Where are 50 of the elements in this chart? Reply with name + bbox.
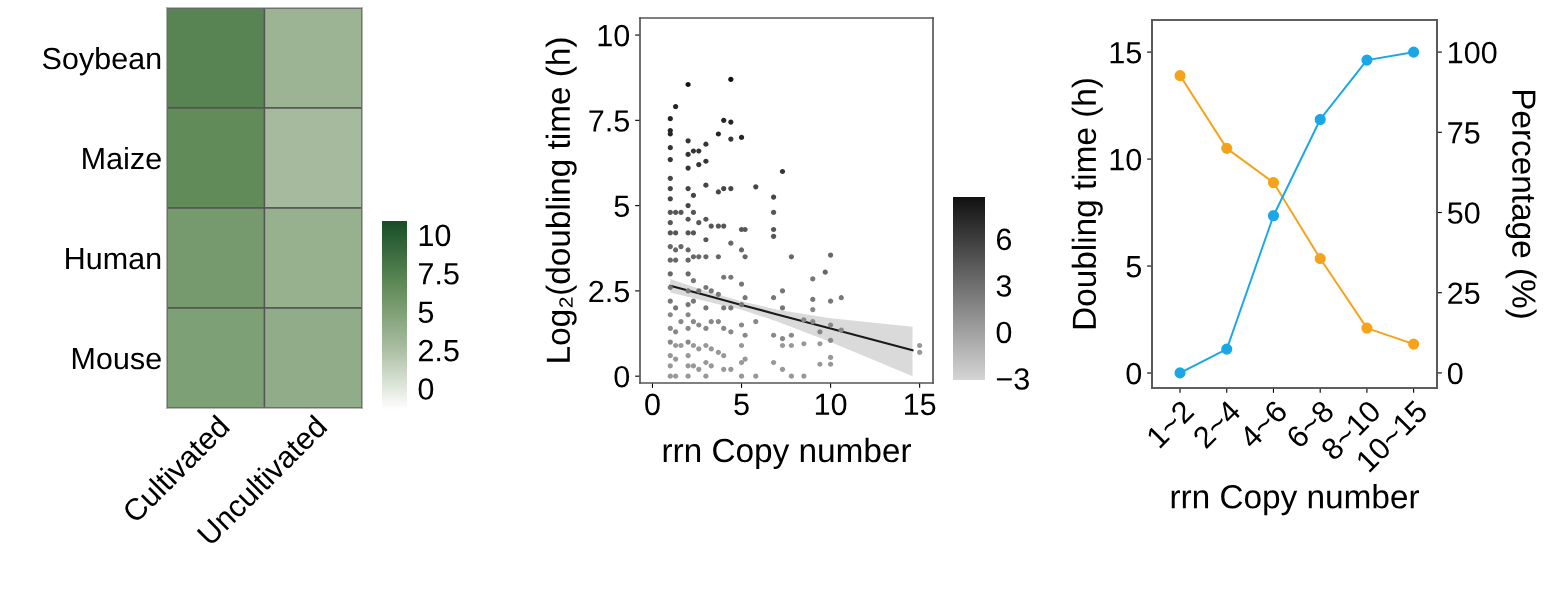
point xyxy=(1221,142,1233,154)
y-tick-label: Mouse xyxy=(72,348,161,370)
x-tick-label: 0 xyxy=(645,393,660,416)
y-tick-label: 0 xyxy=(614,365,630,388)
point xyxy=(1361,54,1373,66)
x-tick-label: 5 xyxy=(734,393,749,416)
point xyxy=(1361,322,1373,334)
point xyxy=(1174,70,1186,82)
point xyxy=(1408,338,1420,350)
y2-tick-label: 50 xyxy=(1447,202,1480,224)
color-bar-label: 0 xyxy=(418,378,434,400)
color-bar-label: 7.5 xyxy=(418,263,459,285)
y-tick-label: 7.5 xyxy=(589,110,629,132)
y2-tick-label: 25 xyxy=(1448,282,1480,305)
y-tick-label: Soybean xyxy=(42,46,161,76)
point xyxy=(1408,46,1420,58)
y-tick-label: 15 xyxy=(1110,42,1141,64)
color-bar-label: 10 xyxy=(419,224,451,247)
y-tick-label: 0 xyxy=(1126,362,1142,385)
color-bar-label: −3 xyxy=(996,368,1029,390)
x-axis-title: rrn Copy number xyxy=(1171,484,1420,516)
point xyxy=(1221,343,1233,355)
y-tick-label: 10 xyxy=(1110,148,1142,171)
color-bar-label: 3 xyxy=(996,275,1012,297)
y2-axis-title: Percentage (%) xyxy=(1505,90,1537,318)
y-tick-label: Maize xyxy=(83,146,161,170)
point xyxy=(1314,113,1326,126)
point xyxy=(1267,210,1280,222)
y-tick-label: 5 xyxy=(614,195,629,217)
point xyxy=(1174,367,1186,379)
y-tick-label: 5 xyxy=(1126,256,1141,278)
color-bar-label: 5 xyxy=(418,301,434,324)
y-tick-label: 2.5 xyxy=(589,280,629,303)
x-tick-label: 1~2 xyxy=(1145,399,1195,449)
x-tick-label: 15 xyxy=(904,393,936,416)
color-bar-label: 2.5 xyxy=(418,339,459,362)
color-bar-label: 6 xyxy=(996,228,1012,251)
y-tick-label: 10 xyxy=(598,24,630,47)
x-axis-title: rrn Copy number xyxy=(663,437,912,469)
y2-tick-label: 75 xyxy=(1448,122,1480,144)
y-axis-title: Log₂(doubling time (h) xyxy=(545,38,577,362)
x-tick-label: 10 xyxy=(815,393,847,416)
y2-tick-label: 0 xyxy=(1447,362,1463,385)
line-series xyxy=(669,284,914,352)
point xyxy=(1267,177,1280,189)
color-bar-label: 0 xyxy=(996,321,1012,344)
y2-tick-label: 100 xyxy=(1449,41,1497,64)
y-tick-label: Human xyxy=(66,248,161,270)
y-axis-title: Doubling time (h) xyxy=(1071,79,1103,329)
point xyxy=(1314,253,1326,265)
